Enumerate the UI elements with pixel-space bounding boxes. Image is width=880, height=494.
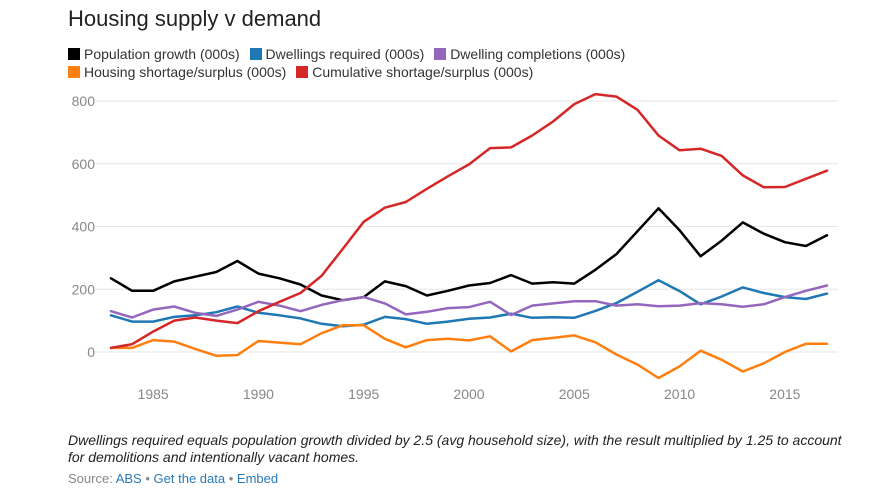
x-tick-label-2005: 2005: [559, 386, 590, 402]
legend-label-dwellings-required: Dwellings required (000s): [265, 46, 425, 62]
grid-lines: [95, 100, 838, 353]
legend-label-population: Population growth (000s): [84, 46, 240, 62]
legend-label-completions: Dwelling completions (000s): [450, 46, 626, 62]
legend-item-shortage: Housing shortage/surplus (000s): [68, 64, 286, 80]
legend-swatch-dwellings-required: [249, 48, 262, 60]
legend-item-dwellings-required: Dwellings required (000s): [249, 46, 425, 62]
y-tick-label-600: 600: [72, 156, 96, 172]
x-tick-label-1995: 1995: [348, 386, 379, 402]
y-tick-label-800: 800: [72, 93, 96, 109]
y-tick-label-200: 200: [72, 281, 96, 297]
legend-item-completions: Dwelling completions (000s): [434, 46, 625, 62]
legend-row-2: Housing shortage/surplus (000s) Cumulati…: [68, 64, 868, 82]
legend-label-shortage: Housing shortage/surplus (000s): [84, 64, 287, 80]
y-tick-label-0: 0: [87, 344, 95, 360]
series-lines: [109, 92, 829, 380]
x-axis-ticks: 1985 1990 1995 2000 2005 2010 2015: [138, 386, 801, 402]
embed-link[interactable]: Embed: [236, 471, 279, 486]
source-line: Source: ABS • Get the data • Embed: [68, 471, 278, 486]
legend-swatch-population: [68, 48, 80, 60]
x-tick-label-2000: 2000: [453, 386, 484, 402]
separator-2: •: [228, 471, 234, 486]
series-line-cumulative-shortage: [109, 92, 829, 350]
chart-note: Dwellings required equals population gro…: [68, 432, 842, 465]
chart-title: Housing supply v demand: [68, 6, 322, 31]
separator-1: •: [145, 471, 150, 486]
source-link-abs[interactable]: ABS: [115, 471, 142, 486]
legend-label-cumulative: Cumulative shortage/surplus (000s): [312, 64, 534, 80]
chart-legend: Population growth (000s) Dwellings requi…: [68, 46, 868, 82]
legend-row-1: Population growth (000s) Dwellings requi…: [68, 46, 868, 64]
x-tick-label-2010: 2010: [664, 386, 695, 402]
source-label: Source:: [68, 471, 113, 486]
series-line-dwellings-required: [109, 278, 829, 328]
line-chart: 0 200 400 600 800 1985 1990 1995 2000 2005 2010 20…: [72, 92, 838, 402]
legend-item-population: Population growth (000s): [68, 46, 240, 62]
legend-swatch-completions: [434, 48, 447, 60]
y-axis-ticks: 0 200 400 600 800: [72, 93, 96, 360]
x-tick-label-1990: 1990: [243, 386, 274, 402]
legend-swatch-shortage: [68, 66, 80, 78]
x-tick-label-1985: 1985: [138, 386, 169, 402]
legend-swatch-cumulative: [296, 66, 309, 78]
y-tick-label-400: 400: [72, 219, 96, 235]
series-line-dwelling-completions: [109, 284, 829, 319]
x-tick-label-2015: 2015: [769, 386, 800, 402]
series-line-population-growth: [109, 207, 829, 302]
series-line-housing-shortage: [109, 324, 829, 380]
legend-item-cumulative: Cumulative shortage/surplus (000s): [296, 64, 533, 80]
get-the-data-link[interactable]: Get the data: [153, 471, 226, 486]
